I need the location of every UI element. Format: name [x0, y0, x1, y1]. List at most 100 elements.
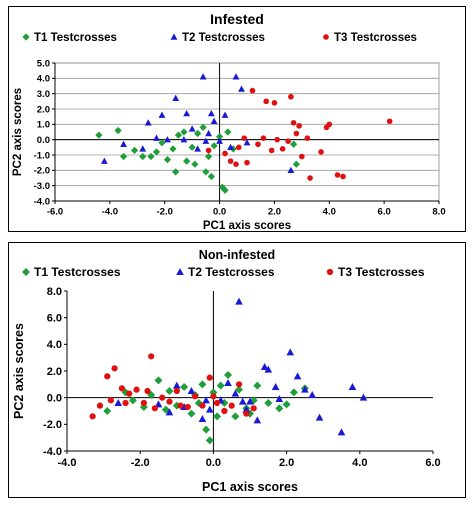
legend-label: T3 Testcrosses — [338, 265, 425, 279]
data-point — [264, 399, 273, 407]
data-point — [152, 148, 161, 156]
y-tick-label: 2.0 — [47, 366, 62, 378]
data-point — [293, 130, 300, 137]
data-point — [184, 403, 191, 411]
data-point — [274, 136, 280, 143]
data-point — [250, 405, 257, 412]
data-point — [233, 161, 239, 168]
x-tick-label: -2.0 — [157, 207, 173, 218]
data-point — [180, 383, 189, 391]
data-point — [279, 146, 286, 152]
data-point — [213, 399, 221, 407]
series-circle — [205, 87, 393, 181]
plot-area — [67, 291, 433, 451]
data-point — [271, 100, 278, 106]
data-point — [96, 402, 104, 409]
data-point — [183, 157, 191, 165]
non-infested-chart-panel: Non-infested T1 Testcrosses T2 Testcrosses… — [8, 242, 466, 498]
legend-label: T2 Testcrosses — [182, 32, 265, 44]
data-point — [296, 123, 302, 129]
data-point — [126, 390, 133, 397]
data-point — [158, 139, 166, 147]
data-point — [293, 372, 302, 380]
data-point — [104, 373, 111, 380]
data-point — [221, 111, 229, 118]
series-circle — [89, 353, 257, 420]
x-axis-label: PC1 axis scores — [202, 480, 298, 494]
data-point — [172, 168, 180, 176]
data-point — [286, 348, 295, 356]
data-point — [89, 413, 96, 420]
data-point — [207, 172, 215, 181]
y-tick-label: -3.0 — [34, 181, 50, 192]
data-point — [232, 73, 240, 80]
data-point — [161, 405, 170, 414]
data-point — [148, 353, 155, 360]
data-point — [244, 159, 250, 166]
data-point — [308, 391, 317, 398]
data-point — [242, 405, 251, 413]
legend-marker-triangle — [176, 268, 184, 275]
data-point — [238, 85, 245, 92]
data-point — [285, 138, 291, 145]
series-triangle — [114, 297, 368, 436]
series-triangle — [100, 73, 295, 174]
data-point — [188, 143, 196, 151]
data-point — [275, 404, 284, 413]
x-tick-label: -4.0 — [102, 207, 118, 218]
series-diamond — [103, 371, 309, 445]
data-point — [144, 387, 151, 395]
data-point — [249, 87, 256, 94]
non-infested-scatter-chart: Non-infested T1 Testcrosses T2 Testcrosses… — [12, 248, 441, 494]
y-tick-label: 6.0 — [47, 313, 62, 325]
y-tick-label: 8.0 — [47, 286, 62, 298]
data-point — [158, 111, 166, 118]
data-point — [304, 135, 311, 141]
data-point — [139, 145, 147, 152]
data-point — [151, 405, 158, 412]
data-point — [187, 409, 196, 418]
data-point — [255, 141, 261, 148]
data-point — [165, 387, 174, 395]
data-point — [205, 152, 213, 161]
data-point — [275, 395, 284, 402]
data-point — [271, 383, 280, 390]
x-tick-label: 4.0 — [352, 457, 367, 469]
data-point — [147, 152, 155, 161]
data-point — [299, 153, 305, 160]
x-tick-label: 8.0 — [432, 207, 445, 218]
data-point — [202, 168, 210, 176]
data-point — [174, 131, 183, 139]
y-tick-label: 3.0 — [37, 89, 50, 100]
data-point — [243, 410, 250, 417]
x-tick-label: -2.0 — [131, 457, 150, 469]
data-point — [144, 119, 152, 126]
data-point — [103, 407, 112, 415]
data-point — [205, 405, 214, 413]
data-point — [337, 428, 346, 436]
y-axis-label: PC2 axis scores — [12, 88, 24, 176]
data-point — [107, 397, 115, 404]
infested-scatter-chart: Infested T1 Testcrosses T2 Testcrosses T3 T… — [12, 11, 446, 231]
data-point — [235, 385, 244, 394]
data-point — [187, 387, 196, 394]
data-point — [202, 425, 211, 434]
data-point — [180, 136, 188, 143]
data-point — [198, 415, 207, 422]
x-tick-label: 0.0 — [206, 457, 221, 469]
data-point — [173, 381, 181, 389]
data-point — [164, 136, 171, 143]
data-point — [130, 146, 139, 154]
data-point — [205, 129, 213, 137]
y-tick-label: -1.0 — [34, 150, 50, 161]
data-point — [198, 380, 207, 389]
data-point — [139, 152, 147, 161]
data-point — [221, 407, 228, 415]
data-point — [199, 73, 207, 80]
data-point — [154, 400, 163, 408]
y-tick-label: 0.0 — [47, 393, 62, 405]
x-tick-label: -4.0 — [58, 457, 77, 469]
data-point — [183, 110, 191, 117]
data-point — [180, 128, 188, 136]
data-point — [246, 397, 254, 405]
